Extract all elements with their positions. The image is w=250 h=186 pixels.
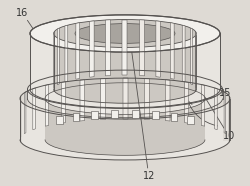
Polygon shape [54, 33, 196, 103]
Bar [187, 116, 194, 124]
Polygon shape [65, 25, 68, 82]
Polygon shape [122, 78, 128, 119]
Polygon shape [229, 96, 230, 138]
Bar [72, 113, 79, 121]
Polygon shape [215, 88, 217, 130]
Polygon shape [201, 84, 205, 126]
Polygon shape [185, 82, 189, 123]
Polygon shape [80, 80, 84, 121]
Polygon shape [20, 99, 230, 160]
Ellipse shape [75, 24, 175, 43]
Text: 16: 16 [16, 8, 37, 35]
Polygon shape [24, 92, 26, 134]
Polygon shape [76, 23, 80, 79]
Polygon shape [170, 23, 174, 79]
Bar [171, 113, 177, 121]
Polygon shape [30, 33, 220, 108]
Polygon shape [20, 100, 21, 142]
Polygon shape [54, 33, 196, 103]
Polygon shape [30, 33, 220, 108]
Polygon shape [61, 82, 65, 123]
Polygon shape [45, 99, 205, 155]
Bar [91, 111, 98, 119]
Polygon shape [182, 25, 185, 82]
Polygon shape [229, 100, 230, 142]
Polygon shape [166, 80, 170, 121]
Bar [112, 110, 118, 118]
Polygon shape [90, 21, 94, 77]
Polygon shape [156, 21, 160, 77]
Ellipse shape [54, 20, 196, 47]
Bar [132, 110, 138, 118]
Text: 10: 10 [202, 92, 235, 141]
Polygon shape [144, 78, 149, 120]
Bar [152, 111, 159, 119]
Ellipse shape [30, 15, 220, 52]
Polygon shape [28, 89, 222, 118]
Polygon shape [45, 84, 49, 126]
Text: 12: 12 [130, 42, 155, 181]
Polygon shape [33, 88, 35, 130]
Polygon shape [45, 99, 205, 155]
Polygon shape [58, 28, 59, 85]
Polygon shape [224, 92, 226, 134]
Polygon shape [28, 89, 222, 118]
Polygon shape [191, 28, 192, 85]
Bar [56, 116, 63, 124]
Polygon shape [140, 20, 144, 76]
Text: 15: 15 [202, 88, 231, 100]
Polygon shape [122, 20, 128, 75]
Polygon shape [20, 96, 21, 138]
Polygon shape [106, 20, 110, 76]
Polygon shape [20, 99, 230, 160]
Polygon shape [101, 78, 105, 120]
